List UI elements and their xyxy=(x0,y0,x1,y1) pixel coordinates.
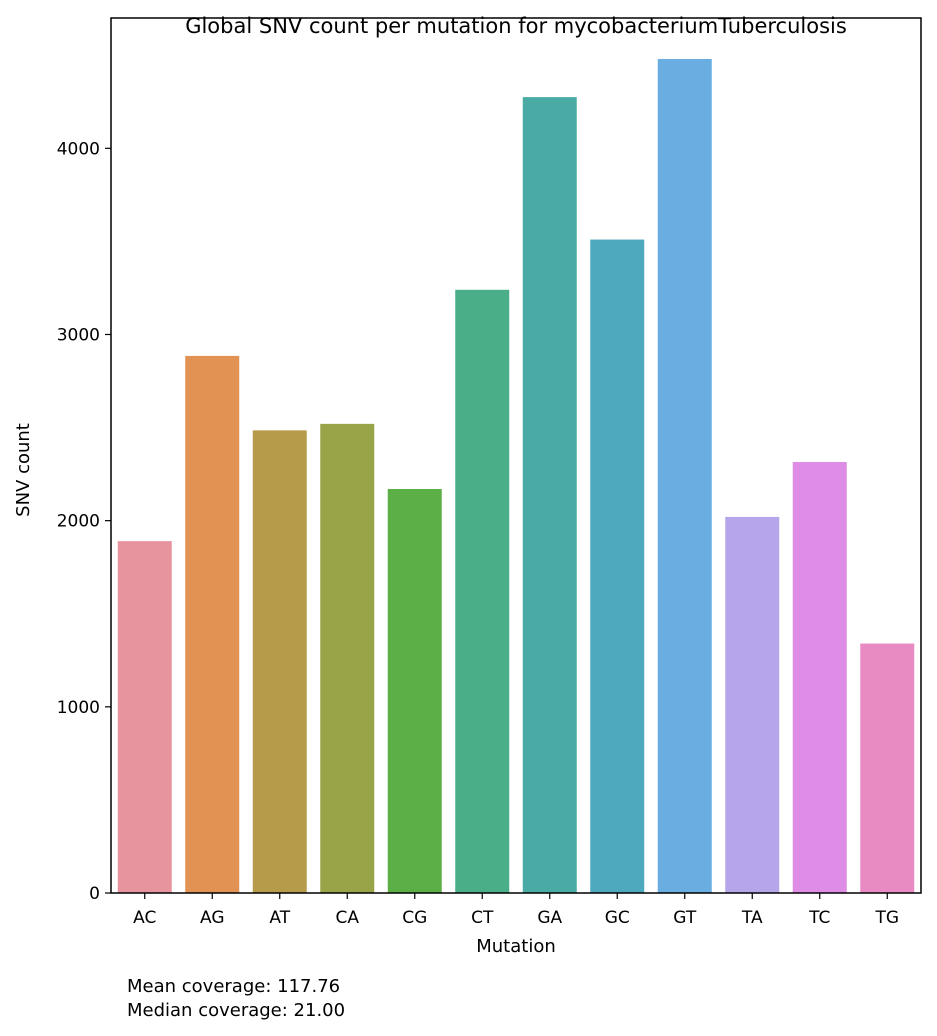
x-tick-label: CG xyxy=(402,908,427,928)
x-tick-label: AT xyxy=(269,908,290,928)
x-tick-label: TC xyxy=(808,908,830,928)
y-tick-label: 2000 xyxy=(57,512,100,532)
x-tick-label: GC xyxy=(605,908,630,928)
bar-ca xyxy=(320,423,375,893)
x-tick-label: GA xyxy=(537,908,562,928)
bar-ag xyxy=(185,355,240,893)
x-axis-label: Mutation xyxy=(476,936,556,957)
x-tick-label: TG xyxy=(874,908,899,928)
x-tick-label: CA xyxy=(336,908,360,928)
y-tick-label: 0 xyxy=(89,884,100,904)
mean-coverage-note: Mean coverage: 117.76 xyxy=(127,976,341,997)
bar-gt xyxy=(657,58,712,893)
bar-tc xyxy=(792,462,847,893)
y-tick-label: 1000 xyxy=(57,698,100,718)
bar-ta xyxy=(725,516,780,893)
bars-group xyxy=(117,58,915,894)
bar-ac xyxy=(117,541,172,893)
bar-ga xyxy=(522,97,577,894)
y-tick-label: 3000 xyxy=(57,325,100,345)
bar-gc xyxy=(590,239,645,894)
bar-cg xyxy=(387,489,442,893)
x-tick-label: TA xyxy=(741,908,763,928)
plot-frame xyxy=(110,17,922,894)
x-axis-ticks: AC AG AT CA CG CT GA GC GT TA TC TG xyxy=(133,893,899,928)
x-tick-label: GT xyxy=(673,908,697,928)
y-axis-ticks: 0 1000 2000 3000 4000 xyxy=(57,139,111,904)
x-tick-label: AC xyxy=(133,908,156,928)
bar-tg xyxy=(860,643,915,893)
x-tick-label: CT xyxy=(471,908,494,928)
bar-at xyxy=(252,430,307,893)
bar-ct xyxy=(455,289,510,894)
y-tick-label: 4000 xyxy=(57,139,100,159)
median-coverage-note: Median coverage: 21.00 xyxy=(127,1000,346,1021)
y-axis-label: SNV count xyxy=(13,423,34,517)
x-tick-label: AG xyxy=(200,908,225,928)
